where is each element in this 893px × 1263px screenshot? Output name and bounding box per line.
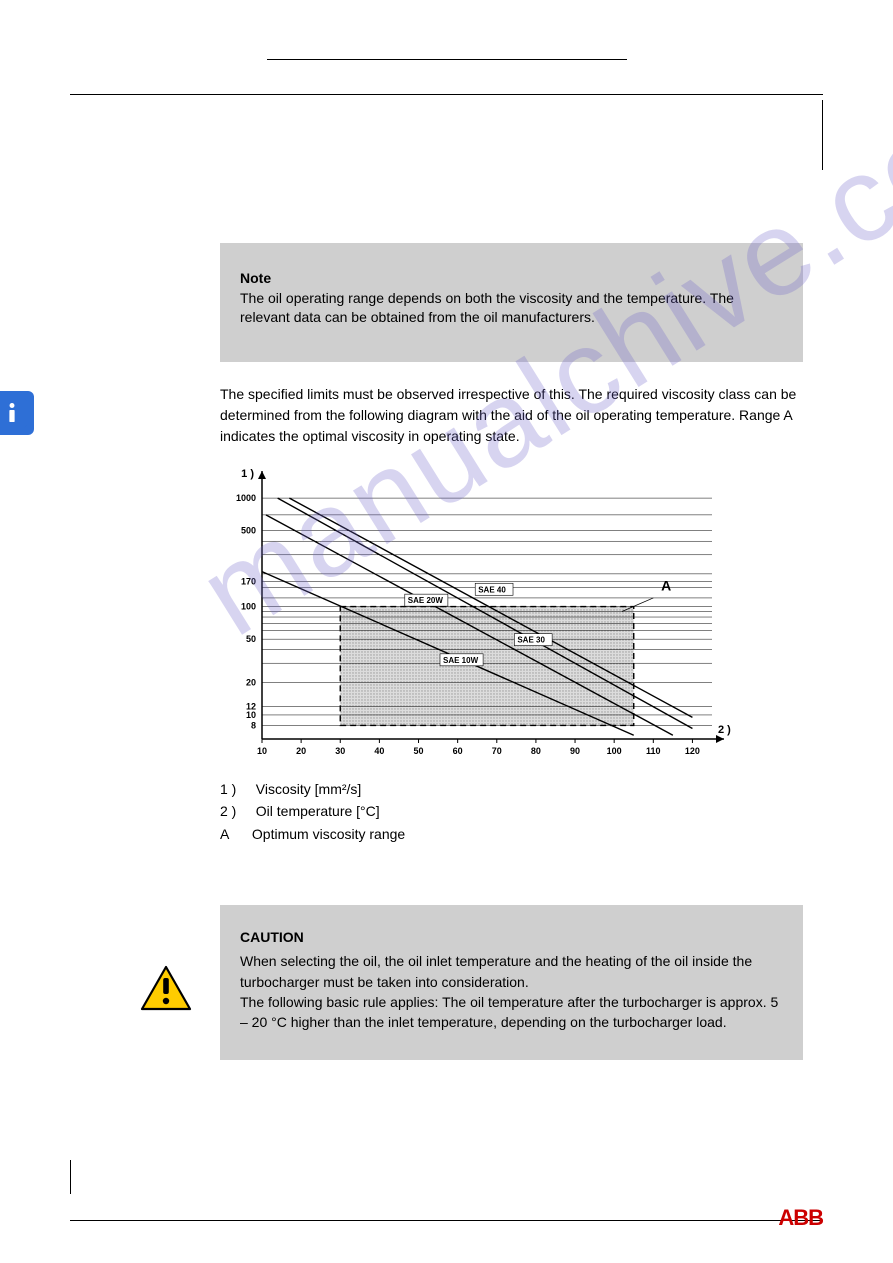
caution-line1: When selecting the oil, the oil inlet te…: [240, 953, 752, 989]
svg-text:8: 8: [251, 720, 256, 730]
header-underline: [267, 40, 627, 60]
svg-text:SAE 20W: SAE 20W: [408, 596, 444, 605]
abb-logo: ABB: [778, 1205, 823, 1231]
svg-text:SAE 30: SAE 30: [517, 635, 545, 644]
svg-text:30: 30: [335, 746, 345, 756]
note-title: Note: [240, 270, 271, 286]
caution-line2: The following basic rule applies: The oi…: [240, 994, 778, 1030]
legend-A: A Optimum viscosity range: [220, 823, 803, 845]
svg-text:500: 500: [241, 526, 256, 536]
svg-text:110: 110: [646, 746, 661, 756]
svg-text:170: 170: [241, 576, 256, 586]
legend-A-key: A: [220, 826, 229, 842]
svg-text:120: 120: [685, 746, 700, 756]
legend-2-text: Oil temperature [°C]: [256, 803, 380, 819]
legend-1: 1 ) Viscosity [mm²/s]: [220, 778, 803, 800]
note-box: Note The oil operating range depends on …: [220, 243, 803, 362]
footer: ABB: [70, 1220, 823, 1227]
header-right-vertical: [822, 100, 823, 170]
svg-text:100: 100: [607, 746, 622, 756]
svg-text:20: 20: [296, 746, 306, 756]
svg-text:SAE 40: SAE 40: [478, 585, 506, 594]
footer-rule: [70, 1220, 823, 1221]
header-rule: [70, 94, 823, 95]
svg-text:70: 70: [492, 746, 502, 756]
note-body: The oil operating range depends on both …: [240, 290, 734, 326]
svg-text:1 ): 1 ): [241, 468, 254, 480]
info-icon: [0, 391, 34, 435]
legend-1-text: Viscosity [mm²/s]: [256, 781, 362, 797]
svg-text:1000: 1000: [236, 493, 256, 503]
svg-text:90: 90: [570, 746, 580, 756]
svg-text:A: A: [661, 577, 671, 593]
caution-title: CAUTION: [240, 927, 783, 947]
caution-box: CAUTION When selecting the oil, the oil …: [220, 905, 803, 1060]
legend-2-key: 2 ): [220, 803, 236, 819]
caution-icon: [140, 965, 192, 1011]
svg-text:2 ): 2 ): [718, 724, 731, 736]
footer-left-vertical: [70, 1160, 71, 1194]
svg-text:60: 60: [453, 746, 463, 756]
svg-text:20: 20: [246, 677, 256, 687]
paragraph-viscosity: The specified limits must be observed ir…: [220, 384, 803, 447]
legend-1-key: 1 ): [220, 781, 236, 797]
svg-text:10: 10: [257, 746, 267, 756]
viscosity-chart: 1020304050607080901001101208101220501001…: [220, 465, 803, 770]
svg-text:40: 40: [374, 746, 384, 756]
legend-A-text: Optimum viscosity range: [252, 826, 405, 842]
svg-text:50: 50: [246, 634, 256, 644]
svg-text:50: 50: [414, 746, 424, 756]
svg-text:SAE 10W: SAE 10W: [443, 656, 479, 665]
legend-2: 2 ) Oil temperature [°C]: [220, 800, 803, 822]
svg-text:100: 100: [241, 601, 256, 611]
svg-text:12: 12: [246, 701, 256, 711]
svg-text:80: 80: [531, 746, 541, 756]
svg-text:10: 10: [246, 710, 256, 720]
